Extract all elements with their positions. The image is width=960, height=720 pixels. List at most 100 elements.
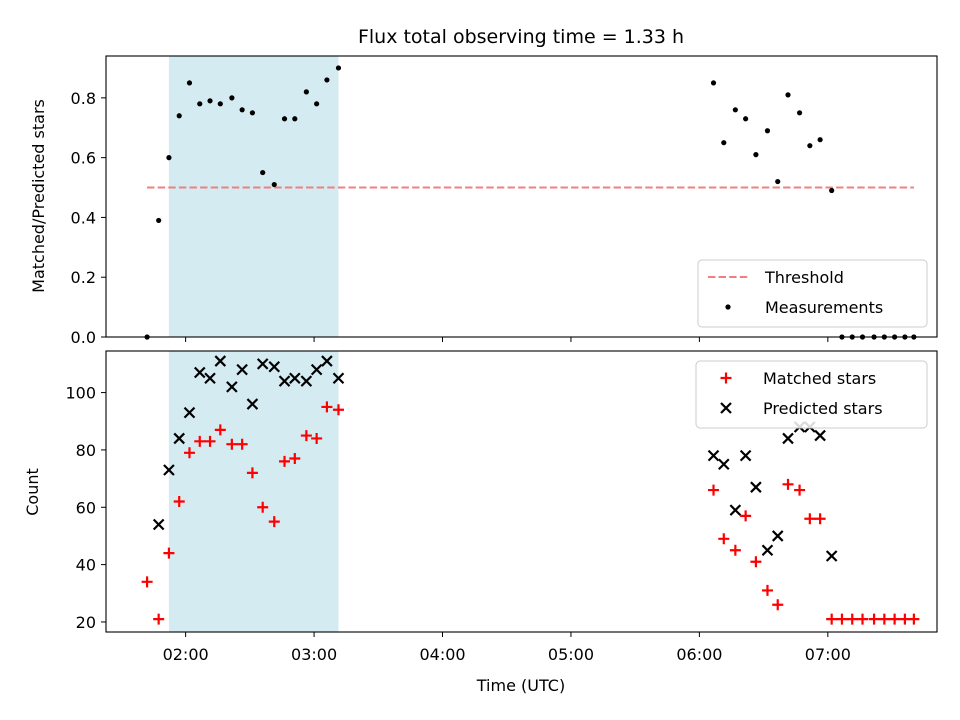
- data-point: [193, 366, 206, 379]
- series-matched-stars: [141, 401, 920, 625]
- data-point: [176, 113, 182, 119]
- y-tick-label: 80: [76, 441, 96, 460]
- count-y-axis-label: Count: [23, 468, 42, 516]
- data-point: [796, 110, 803, 116]
- x-tick-label: 05:00: [548, 645, 594, 664]
- data-point: [292, 116, 298, 122]
- data-point: [141, 576, 153, 588]
- data-point: [204, 435, 216, 447]
- data-point: [785, 92, 791, 98]
- data-point: [268, 516, 280, 528]
- data-point: [814, 513, 826, 525]
- legend-marker-swatch: [720, 372, 732, 384]
- data-point: [753, 152, 759, 158]
- series-measurements: [144, 65, 917, 340]
- data-point: [761, 584, 773, 596]
- y-tick-label: 100: [65, 384, 96, 403]
- data-point: [214, 355, 227, 367]
- data-point: [163, 547, 175, 559]
- observing-interval-shade: [168, 351, 339, 632]
- data-point: [889, 613, 901, 625]
- data-point: [321, 401, 333, 413]
- legend-box: [697, 259, 928, 328]
- data-point: [152, 518, 165, 531]
- data-point: [236, 438, 248, 450]
- data-point: [163, 464, 175, 476]
- legend-marker-swatch: [720, 402, 732, 414]
- data-point: [857, 613, 869, 625]
- data-point: [271, 181, 277, 188]
- x-tick-label: 06:00: [676, 645, 722, 664]
- data-point: [229, 95, 235, 101]
- y-tick-label: 0.8: [71, 89, 96, 108]
- y-tick-label: 0.6: [71, 149, 96, 168]
- data-point: [194, 435, 206, 447]
- data-point: [311, 432, 323, 444]
- legend-label: Measurements: [765, 298, 883, 317]
- data-point: [249, 110, 256, 116]
- data-point: [300, 430, 312, 442]
- data-point: [260, 169, 266, 176]
- data-point: [197, 101, 203, 107]
- data-point: [710, 80, 717, 86]
- data-point: [183, 406, 196, 419]
- data-point: [707, 449, 720, 462]
- data-point: [332, 404, 344, 416]
- legend-label: Predicted stars: [763, 399, 883, 418]
- data-point: [186, 80, 193, 86]
- counts-plot-content: [168, 351, 339, 632]
- data-point: [750, 481, 762, 493]
- data-point: [782, 478, 794, 490]
- data-point: [878, 613, 890, 625]
- data-point: [214, 424, 226, 436]
- data-point: [771, 530, 784, 542]
- data-point: [310, 363, 323, 376]
- data-point: [236, 363, 248, 376]
- series-predicted-stars: [152, 355, 838, 562]
- legend-marker-swatch: [725, 304, 731, 310]
- data-point: [807, 143, 813, 149]
- y-tick-label: 0.2: [71, 268, 96, 287]
- data-point: [281, 116, 288, 122]
- chart-title: Flux total observing time = 1.33 h: [358, 26, 684, 48]
- y-tick-label: 60: [76, 498, 96, 517]
- data-point: [739, 449, 752, 462]
- data-point: [814, 429, 826, 442]
- data-point: [782, 432, 794, 445]
- ratio-y-axis-label: Matched/Predicted stars: [29, 99, 48, 293]
- x-axis-label: Time (UTC): [476, 676, 565, 695]
- ratio-panel: 0.0 0.2 0.4 0.6 0.8 Threshold Measurements: [71, 55, 938, 347]
- data-point: [729, 504, 742, 516]
- data-point: [721, 140, 727, 146]
- data-point: [278, 375, 291, 387]
- data-point: [794, 484, 806, 496]
- x-tick-label: 04:00: [419, 645, 465, 664]
- legend-label: Threshold: [764, 268, 844, 287]
- y-tick-label: 0.4: [71, 208, 96, 227]
- data-point: [279, 455, 291, 467]
- data-point: [764, 128, 771, 134]
- data-point: [321, 355, 333, 367]
- data-point: [743, 116, 749, 122]
- data-point: [226, 438, 238, 450]
- x-tick-label: 03:00: [291, 645, 337, 664]
- data-point: [153, 613, 165, 625]
- data-point: [246, 398, 259, 410]
- data-point: [836, 613, 848, 625]
- data-point: [314, 101, 320, 107]
- ratio-plot-content: [147, 56, 914, 337]
- counts-markers: [141, 355, 920, 625]
- data-point: [718, 533, 730, 545]
- data-point: [257, 501, 269, 513]
- data-point: [750, 556, 762, 568]
- data-point: [166, 155, 172, 161]
- data-point: [335, 65, 342, 71]
- y-tick-label: 0.0: [71, 328, 96, 347]
- data-point: [825, 550, 838, 562]
- data-point: [217, 101, 223, 107]
- data-point: [207, 98, 213, 104]
- observing-interval-shade: [168, 56, 339, 337]
- data-point: [772, 599, 784, 611]
